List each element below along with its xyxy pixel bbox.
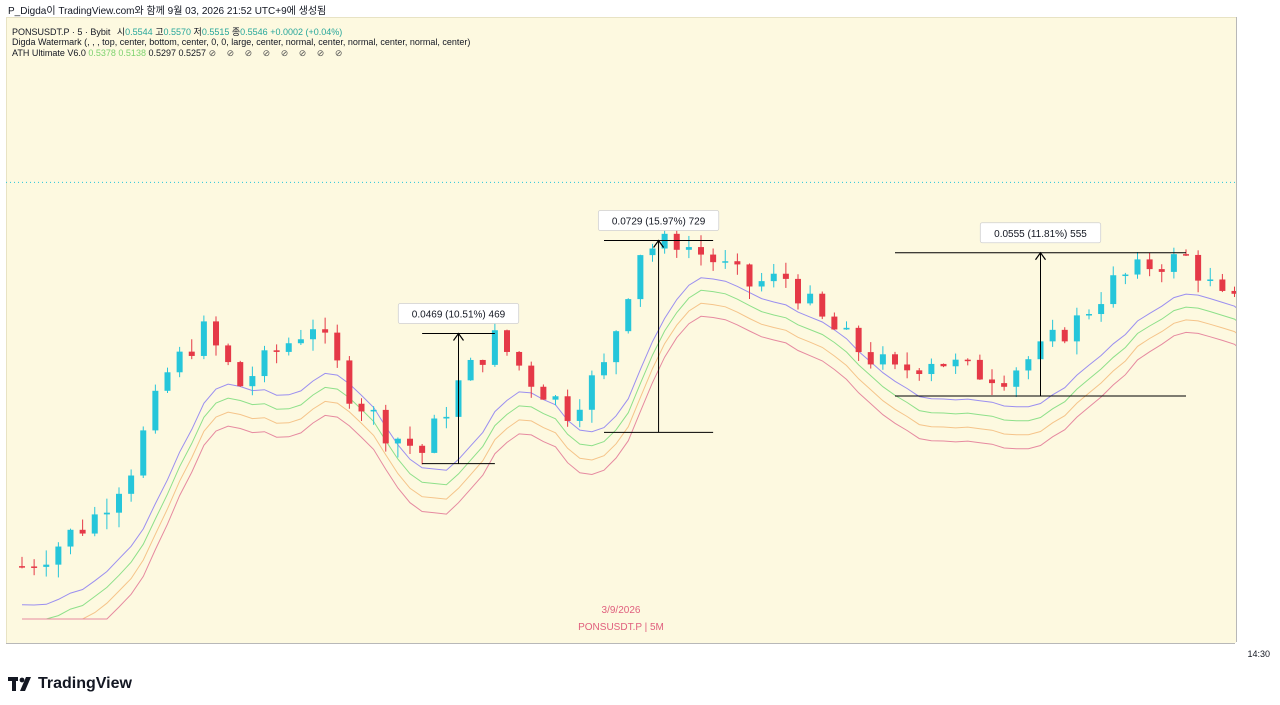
- chart-pane[interactable]: [6, 17, 1236, 643]
- time-tick-label: 14:30: [1247, 649, 1270, 659]
- legend-high: 0.5570: [163, 27, 192, 37]
- legend-symbol: PONSUSDT.P · 5 · Bybit: [12, 27, 111, 37]
- legend-open-label: 시: [116, 27, 126, 37]
- indicator-ath-v1: 0.5378: [88, 48, 116, 58]
- indicator-ath-v4: 0.5257: [178, 48, 207, 58]
- legend-low-label: 저: [193, 27, 202, 37]
- legend-indicator-watermark[interactable]: Digda Watermark (, , , top, center, bott…: [12, 37, 470, 47]
- indicator-ath-name: ATH Ultimate V6.0: [12, 48, 86, 58]
- legend-change: +0.0002 (+0.04%): [270, 27, 343, 37]
- legend-ohlc[interactable]: PONSUSDT.P · 5 · Bybit 시0.5544 고0.5570 저…: [12, 25, 342, 38]
- legend-close-label: 종: [231, 27, 241, 37]
- time-axis[interactable]: [6, 643, 1235, 666]
- legend-close: 0.5546: [240, 27, 268, 37]
- watermark-symbol: PONSUSDT.P | 5M: [578, 622, 664, 633]
- legend-high-label: 고: [155, 27, 164, 37]
- tradingview-logo-text: TradingView: [38, 675, 132, 692]
- publish-line: P_Digda이 TradingView.com와 함께 9월 03, 2026…: [8, 6, 327, 17]
- indicator-ath-v2: 0.5138: [118, 48, 146, 58]
- watermark-date: 3/9/2026: [601, 605, 641, 616]
- tradingview-logo-icon: [8, 677, 31, 691]
- legend-low: 0.5515: [201, 27, 230, 37]
- indicator-ath-hidden-icons: ⊘ ⊘ ⊘ ⊘ ⊘ ⊘ ⊘ ⊘: [208, 48, 347, 58]
- indicator-watermark-text: Digda Watermark (, , , top, center, bott…: [12, 37, 471, 47]
- indicator-ath-v3: 0.5297: [148, 48, 176, 58]
- legend-indicator-ath[interactable]: ATH Ultimate V6.0 0.5378 0.5138 0.5297 0…: [12, 48, 346, 59]
- legend-open: 0.5544: [125, 27, 153, 37]
- price-axis[interactable]: [1236, 17, 1280, 642]
- tradingview-logo[interactable]: TradingView: [8, 675, 132, 693]
